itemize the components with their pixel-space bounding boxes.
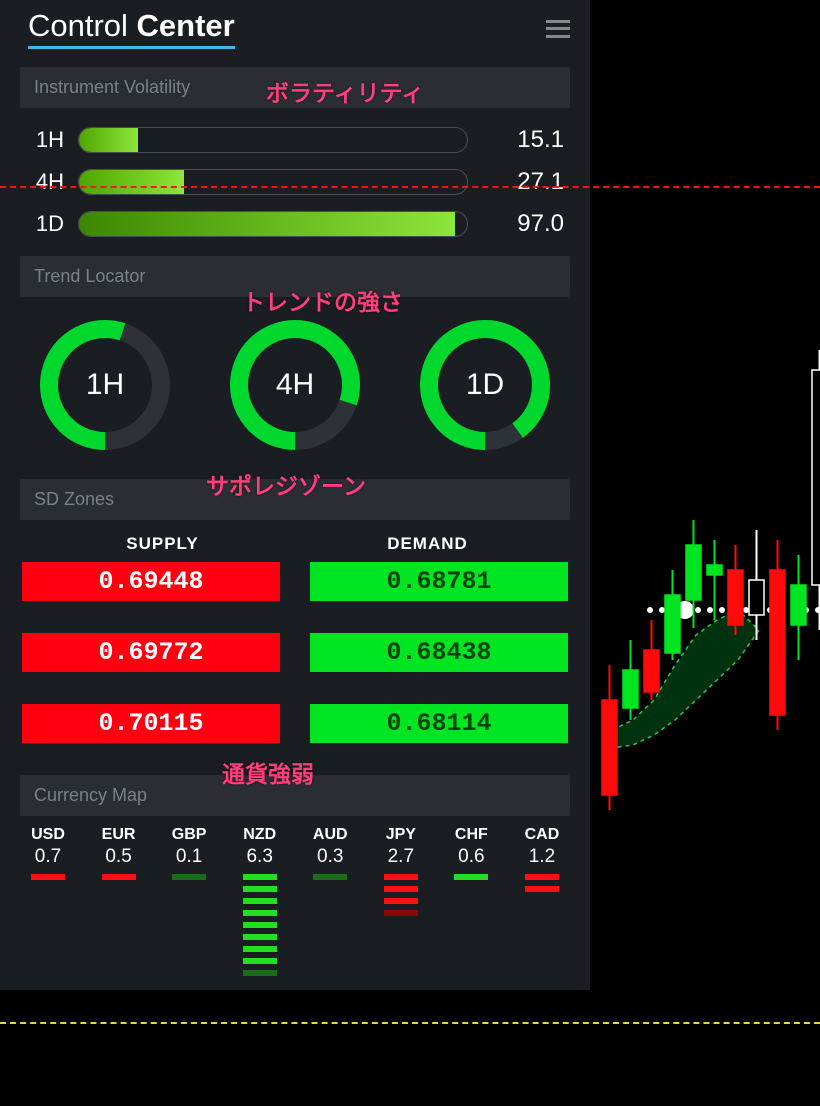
supply-value: 0.69772 bbox=[22, 633, 280, 672]
currency-symbol: AUD bbox=[313, 826, 348, 844]
currency-column: AUD 0.3 bbox=[300, 826, 360, 982]
price-level-line bbox=[0, 186, 820, 188]
section-label: Currency Map bbox=[34, 785, 147, 805]
volatility-bar bbox=[78, 127, 468, 153]
currency-column: GBP 0.1 bbox=[159, 826, 219, 982]
currency-value: 2.7 bbox=[388, 846, 414, 868]
volatility-row: 4H 27.1 bbox=[20, 168, 570, 196]
control-center-panel: Control Center Instrument Volatility ボラテ… bbox=[0, 0, 590, 990]
currency-symbol: CHF bbox=[455, 826, 488, 844]
currency-column: JPY 2.7 bbox=[371, 826, 431, 982]
strength-bar bbox=[313, 874, 347, 880]
currency-map: USD 0.7 EUR 0.5 GBP 0.1 NZD 6.3 AUD 0.3 … bbox=[0, 816, 590, 1002]
section-label: SD Zones bbox=[34, 489, 114, 509]
volatility-value: 15.1 bbox=[517, 126, 570, 154]
currency-symbol: EUR bbox=[102, 826, 136, 844]
demand-header: DEMAND bbox=[295, 534, 560, 554]
volatility-rows: 1H 15.1 4H 27.1 1D 97.0 bbox=[0, 108, 590, 238]
currency-column: USD 0.7 bbox=[18, 826, 78, 982]
currency-value: 0.1 bbox=[176, 846, 202, 868]
gauge-label: 4H bbox=[276, 368, 314, 402]
currency-value: 1.2 bbox=[529, 846, 555, 868]
strength-bar bbox=[102, 874, 136, 880]
currency-symbol: USD bbox=[31, 826, 65, 844]
strength-bar bbox=[384, 898, 418, 904]
strength-bar bbox=[243, 946, 277, 952]
currency-column: CAD 1.2 bbox=[512, 826, 572, 982]
volatility-bar bbox=[78, 169, 468, 195]
section-label: Trend Locator bbox=[34, 266, 145, 286]
strength-bar bbox=[243, 934, 277, 940]
volatility-label: 1D bbox=[20, 211, 78, 237]
volatility-row: 1H 15.1 bbox=[20, 126, 570, 154]
currency-value: 0.3 bbox=[317, 846, 343, 868]
demand-value: 0.68438 bbox=[310, 633, 568, 672]
trend-gauges: 1H 4H 1D bbox=[0, 297, 590, 461]
section-label: Instrument Volatility bbox=[34, 77, 190, 97]
strength-bar bbox=[243, 922, 277, 928]
strength-bar bbox=[384, 874, 418, 880]
gauge-label: 1D bbox=[466, 368, 504, 402]
strength-bar bbox=[243, 958, 277, 964]
currency-symbol: GBP bbox=[172, 826, 207, 844]
strength-bar bbox=[243, 874, 277, 880]
volatility-value: 97.0 bbox=[517, 210, 570, 238]
currency-symbol: JPY bbox=[386, 826, 416, 844]
strength-bar bbox=[243, 970, 277, 976]
strength-bar bbox=[243, 898, 277, 904]
volatility-value: 27.1 bbox=[517, 168, 570, 196]
sd-rows: 0.69448 0.68781 0.69772 0.68438 0.70115 … bbox=[0, 562, 590, 743]
currency-value: 6.3 bbox=[246, 846, 272, 868]
currency-column: EUR 0.5 bbox=[89, 826, 149, 982]
logo: Control Center bbox=[28, 8, 235, 49]
strength-bar bbox=[172, 874, 206, 880]
sd-row: 0.70115 0.68114 bbox=[22, 704, 568, 743]
volatility-label: 4H bbox=[20, 169, 78, 195]
strength-bar bbox=[384, 886, 418, 892]
currency-column: NZD 6.3 bbox=[230, 826, 290, 982]
trend-gauge: 1D bbox=[405, 315, 565, 455]
price-chart[interactable] bbox=[590, 0, 820, 1106]
currency-value: 0.7 bbox=[35, 846, 61, 868]
volatility-label: 1H bbox=[20, 127, 78, 153]
volatility-bar bbox=[78, 211, 468, 237]
trend-gauge: 4H bbox=[215, 315, 375, 455]
strength-bar bbox=[31, 874, 65, 880]
gauge-label: 1H bbox=[86, 368, 124, 402]
volatility-row: 1D 97.0 bbox=[20, 210, 570, 238]
supply-value: 0.70115 bbox=[22, 704, 280, 743]
annotation-cmap: 通貨強弱 bbox=[222, 755, 314, 789]
supply-header: SUPPLY bbox=[30, 534, 295, 554]
strength-bar bbox=[243, 910, 277, 916]
strength-bar bbox=[525, 886, 559, 892]
strength-bar bbox=[454, 874, 488, 880]
annotation-sd: サポレジゾーン bbox=[206, 467, 366, 501]
currency-symbol: NZD bbox=[243, 826, 276, 844]
currency-value: 0.6 bbox=[458, 846, 484, 868]
strength-bar bbox=[384, 910, 418, 916]
annotation-trend: トレンドの強さ bbox=[242, 283, 403, 317]
menu-icon[interactable] bbox=[546, 20, 570, 38]
annotation-volatility: ボラティリティ bbox=[266, 74, 424, 108]
currency-value: 0.5 bbox=[105, 846, 131, 868]
supply-value: 0.69448 bbox=[22, 562, 280, 601]
demand-value: 0.68781 bbox=[310, 562, 568, 601]
currency-column: CHF 0.6 bbox=[441, 826, 501, 982]
trend-gauge: 1H bbox=[25, 315, 185, 455]
sd-row: 0.69448 0.68781 bbox=[22, 562, 568, 601]
strength-bar bbox=[525, 874, 559, 880]
sd-row: 0.69772 0.68438 bbox=[22, 633, 568, 672]
strength-bar bbox=[243, 886, 277, 892]
currency-symbol: CAD bbox=[525, 826, 560, 844]
demand-value: 0.68114 bbox=[310, 704, 568, 743]
price-level-line bbox=[0, 1022, 820, 1024]
